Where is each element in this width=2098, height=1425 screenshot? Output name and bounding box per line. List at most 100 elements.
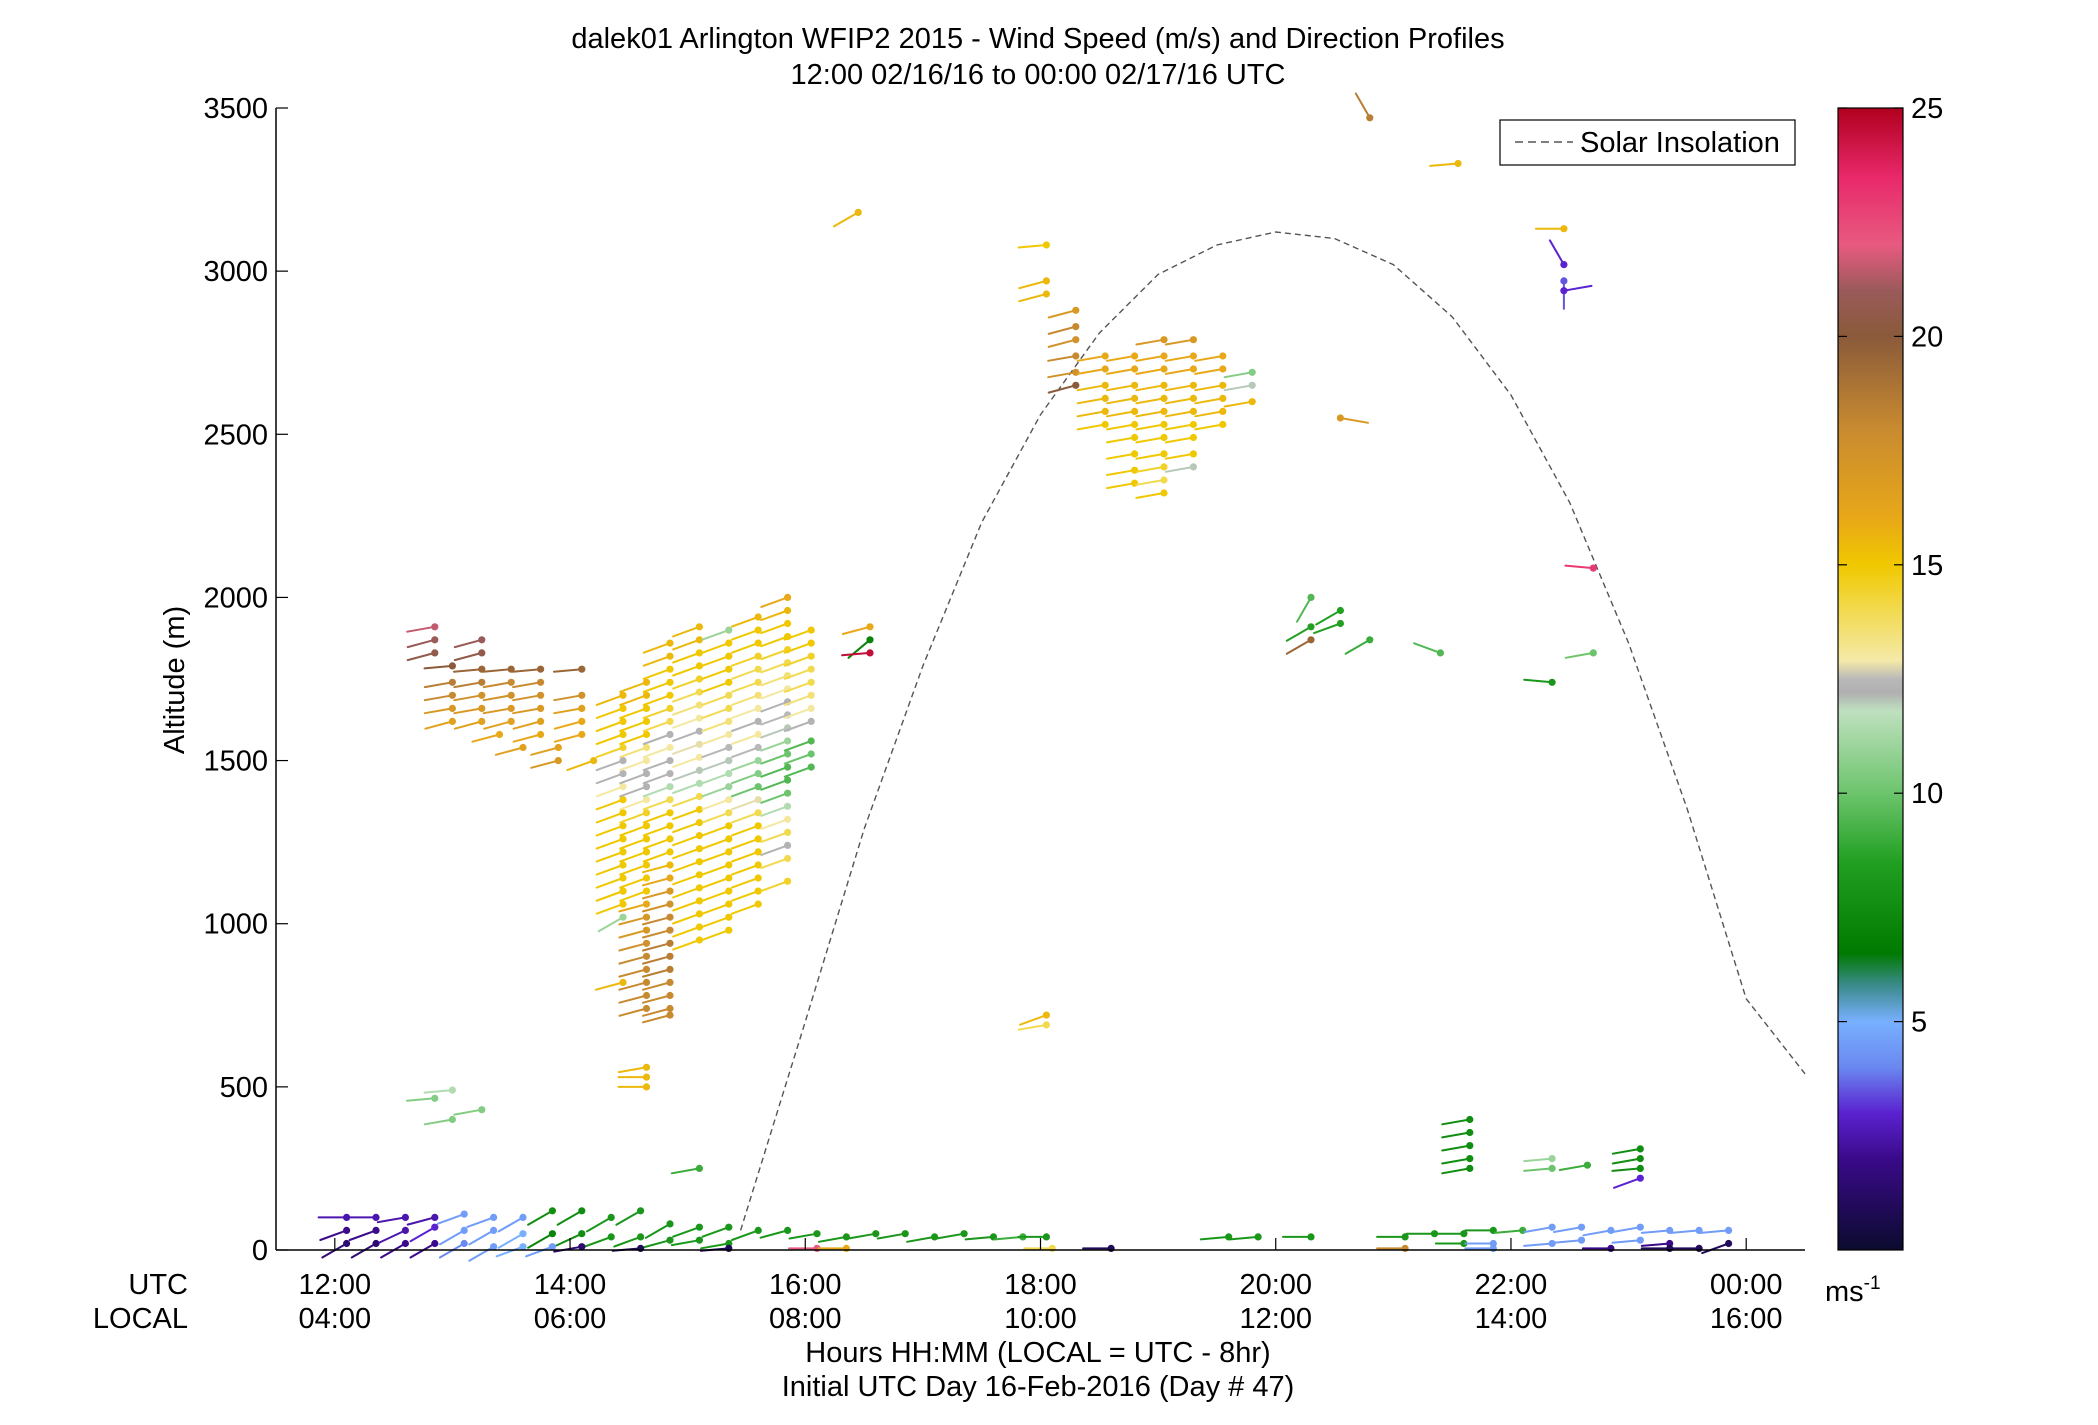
- wind-barb-dot: [642, 913, 651, 921]
- wind-barb-shaft: [1106, 384, 1136, 392]
- wind-barb: [1135, 463, 1168, 473]
- wind-barb-dot: [1636, 1236, 1644, 1244]
- wind-barb-shaft: [376, 1216, 407, 1224]
- wind-barb-dot: [784, 593, 792, 602]
- wind-barb-dot: [448, 662, 456, 670]
- wind-barb-dot: [1466, 1164, 1474, 1172]
- wind-barb-dot: [1107, 1244, 1115, 1252]
- wind-barb-dot: [1160, 420, 1168, 429]
- wind-barb-shaft: [1441, 1167, 1471, 1175]
- wind-barb: [553, 717, 586, 730]
- wind-barb-shaft: [1285, 638, 1312, 655]
- wind-barb-dot: [784, 828, 792, 837]
- wind-barb-shaft: [1611, 1147, 1642, 1155]
- wind-barb-shaft: [595, 772, 624, 785]
- wind-barb: [1194, 407, 1227, 418]
- wind-barb: [1296, 593, 1315, 623]
- wind-barb-shaft: [1493, 1229, 1524, 1234]
- wind-barb: [1019, 1011, 1050, 1026]
- wind-barb-shaft: [783, 655, 813, 667]
- wind-barb-shaft: [618, 903, 648, 913]
- wind-barb-shaft: [760, 661, 789, 674]
- wind-barb-shaft: [730, 642, 760, 654]
- wind-barb: [672, 766, 704, 781]
- x-axis-label: Hours HH:MM (LOCAL = UTC - 8hr): [805, 1337, 1270, 1369]
- colorbar-unit-base: ms: [1825, 1276, 1864, 1308]
- x-tick-label-local: 04:00: [299, 1303, 372, 1335]
- wind-barb-dot: [1131, 407, 1139, 415]
- x-tick-label-utc: 12:00: [299, 1269, 372, 1301]
- wind-barb-dot: [1560, 277, 1568, 285]
- wind-barb-shaft: [1164, 355, 1195, 362]
- wind-barb-shaft: [595, 733, 624, 745]
- wind-barb: [642, 991, 674, 1004]
- wind-barb-shaft: [1076, 384, 1107, 392]
- wind-barb-shaft: [525, 1245, 554, 1258]
- wind-barb-shaft: [730, 890, 760, 902]
- wind-barb: [512, 678, 545, 689]
- wind-barb-shaft: [730, 616, 760, 628]
- wind-barb-shaft: [553, 1245, 583, 1253]
- wind-barb-shaft: [556, 1209, 583, 1226]
- wind-barb-dot: [695, 1223, 704, 1231]
- wind-barb-shaft: [1640, 1242, 1671, 1247]
- wind-barb: [701, 639, 733, 654]
- wind-barb: [642, 822, 674, 837]
- wind-barb-shaft: [618, 994, 648, 1004]
- wind-barb: [1164, 336, 1197, 346]
- wind-barb: [436, 1210, 468, 1225]
- wind-barb-shaft: [1582, 1229, 1612, 1237]
- wind-barb-dot: [1042, 277, 1050, 285]
- wind-barb: [595, 730, 627, 745]
- wind-barb-shaft: [1106, 436, 1136, 444]
- wind-barb-shaft: [642, 1239, 671, 1249]
- wind-barb-shaft: [619, 772, 648, 785]
- wind-barb-shaft: [642, 811, 671, 824]
- wind-barb-shaft: [1194, 355, 1224, 362]
- wind-barb: [423, 704, 456, 715]
- wind-barb-shaft: [409, 1226, 436, 1243]
- wind-barb: [642, 1011, 674, 1024]
- wind-barb-shaft: [642, 916, 671, 926]
- wind-barb-shaft: [642, 720, 671, 732]
- wind-barb-shaft: [670, 1167, 701, 1175]
- wind-barb-dot: [548, 1230, 557, 1238]
- wind-barb-dot: [1583, 1161, 1591, 1169]
- wind-barb: [701, 743, 733, 759]
- wind-barb-shaft: [672, 638, 701, 651]
- wind-barb: [619, 783, 651, 798]
- wind-barb-shaft: [1135, 384, 1165, 392]
- wind-barb-shaft: [1523, 1226, 1554, 1233]
- wind-barb-shaft: [1017, 244, 1048, 249]
- wind-barb-dot: [401, 1239, 409, 1248]
- wind-barb-shaft: [595, 824, 624, 837]
- y-tick-label: 1000: [203, 909, 268, 941]
- wind-barb-dot: [666, 913, 674, 921]
- wind-barb: [1564, 564, 1597, 572]
- wind-barb-shaft: [453, 694, 483, 702]
- wind-barb-dot: [1160, 407, 1168, 415]
- wind-barb: [1441, 1142, 1474, 1152]
- wind-barb-dot: [695, 662, 704, 670]
- wind-barb-dot: [554, 743, 562, 752]
- wind-barb-shaft: [583, 1235, 613, 1248]
- wind-barb: [1354, 92, 1374, 122]
- wind-barb-dot: [695, 727, 704, 735]
- wind-barb-dot: [619, 900, 627, 908]
- wind-barb-dot: [807, 763, 815, 771]
- x-tick-label-utc: 16:00: [769, 1269, 842, 1301]
- wind-barb: [1558, 1161, 1591, 1171]
- wind-barb-dot: [578, 730, 586, 739]
- wind-barb-dot: [431, 1223, 439, 1231]
- wind-barb-dot: [431, 1239, 439, 1248]
- wind-barb-shaft: [760, 687, 789, 700]
- wind-barb-dot: [666, 1004, 674, 1013]
- wind-barb-dot: [666, 783, 674, 791]
- wind-barb-dot: [666, 1236, 674, 1244]
- wind-barb-shaft: [1523, 678, 1554, 684]
- wind-barb-shaft: [783, 707, 813, 719]
- wind-barb: [760, 815, 792, 830]
- wind-barb-dot: [1101, 381, 1109, 389]
- wind-barb-shaft: [672, 691, 701, 703]
